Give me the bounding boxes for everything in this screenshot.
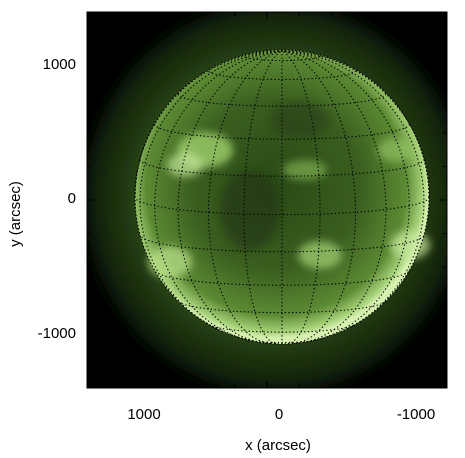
- latitude-line: [155, 271, 409, 286]
- limb-outline: [134, 49, 430, 345]
- x-tick-label: 0: [275, 406, 283, 423]
- latitude-line: [134, 196, 430, 216]
- y-tick-label: 1000: [43, 56, 76, 73]
- latitude-line: [178, 301, 386, 314]
- longitude-line: [154, 50, 283, 341]
- longitude-line: [281, 50, 430, 198]
- y-tick-label: -1000: [38, 325, 76, 342]
- active-region-center: [283, 160, 327, 180]
- active-regions: [148, 102, 430, 278]
- longitude-line: [281, 50, 321, 345]
- longitude-line: [281, 50, 357, 345]
- active-region-sw: [148, 246, 192, 278]
- active-region-south: [298, 241, 342, 269]
- x-axis-label: x (arcsec): [245, 437, 311, 454]
- dark-region-north: [270, 102, 330, 138]
- y-tick-label: 0: [68, 190, 76, 207]
- active-region-limb: [390, 231, 430, 259]
- latitude-line: [139, 235, 425, 253]
- x-tick-label: 1000: [127, 406, 160, 423]
- longitude-line: [139, 50, 283, 330]
- latitude-line: [207, 70, 357, 80]
- active-region-ne-core: [167, 153, 203, 177]
- y-axis-label: y (arcsec): [7, 181, 24, 247]
- latitude-line: [177, 93, 387, 107]
- solar-disk: [135, 50, 429, 344]
- longitude-line: [177, 50, 283, 343]
- longitude-line: [243, 50, 283, 345]
- image-area: [87, 12, 447, 388]
- longitude-line: [281, 50, 387, 343]
- longitude-line: [281, 50, 410, 341]
- longitude-line: [281, 50, 425, 330]
- axis-ticks: [87, 12, 447, 388]
- x-tick-label: -1000: [397, 406, 435, 423]
- active-region-east: [377, 138, 413, 162]
- longitude-line: [207, 50, 283, 345]
- coronal-hole: [220, 170, 280, 250]
